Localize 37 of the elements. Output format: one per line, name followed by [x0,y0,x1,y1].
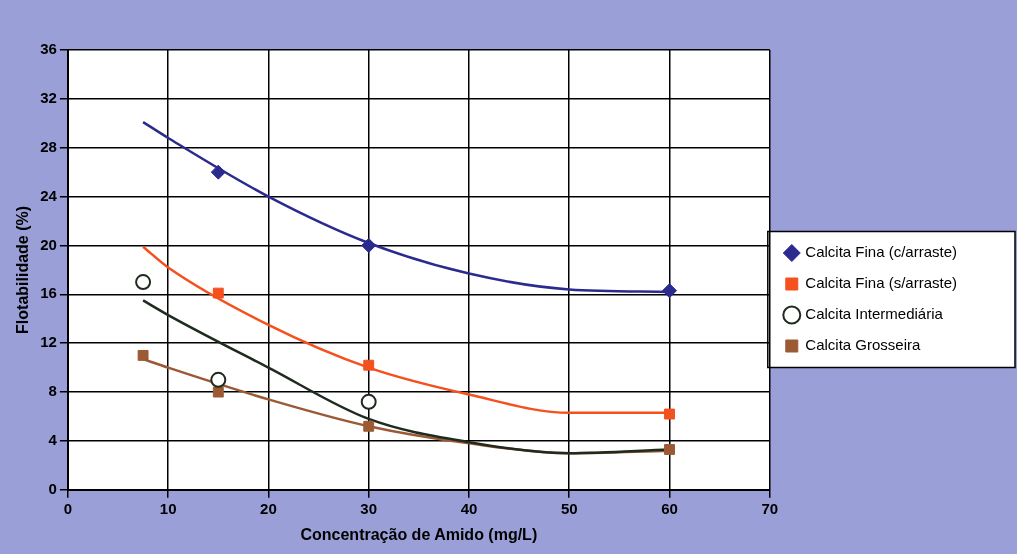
y-tick-label: 0 [48,479,57,497]
x-axis-title: Concentração de Amido (mg/L) [300,525,538,543]
y-tick-label: 16 [40,284,57,302]
point [363,359,375,371]
y-tick-label: 24 [40,186,58,204]
x-tick-label: 20 [260,499,277,517]
x-tick-label: 0 [63,499,73,517]
y-tick-label: 20 [40,235,57,253]
y-tick-label: 36 [40,40,57,58]
x-tick-label: 30 [360,499,378,517]
point [360,393,377,410]
point [135,274,152,291]
point [363,420,375,432]
point [664,444,675,455]
x-tick-label: 40 [460,499,478,517]
legend-label: Calcita Intermediária [805,305,944,323]
point [137,349,149,361]
x-tick-label: 70 [761,499,779,517]
x-tick-label: 60 [661,499,678,517]
legend-label: Calcita Grosseira [805,336,921,354]
point [212,287,224,299]
legend-label: Calcita Fina (s/arraste) [805,274,958,292]
point [662,283,678,299]
x-tick-label: 50 [560,499,578,517]
y-tick-label: 12 [40,333,57,351]
point [212,386,224,398]
point [210,371,227,388]
point [664,408,675,420]
point [210,164,226,180]
y-tick-label: 32 [40,89,57,107]
y-axis-title: Flotabilidade (%) [14,205,32,334]
y-tick-label: 8 [48,382,57,400]
x-tick-label: 10 [159,499,177,517]
y-tick-label: 4 [48,431,58,449]
legend-label: Calcita Fina (c/arraste) [805,243,958,261]
y-tick-label: 28 [40,137,57,155]
point [361,237,377,253]
